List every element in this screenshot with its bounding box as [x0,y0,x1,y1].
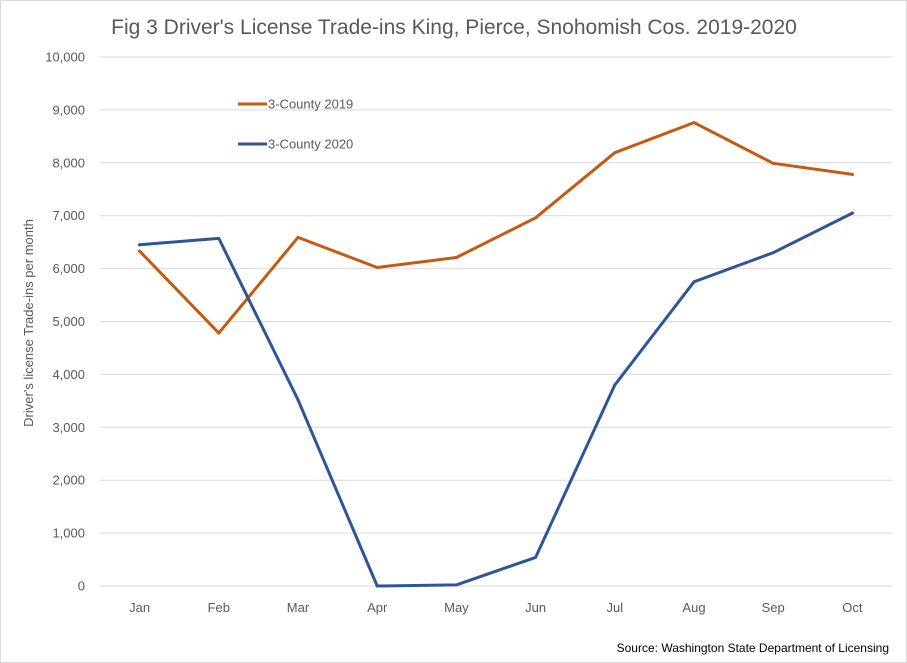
data-point [613,383,617,387]
x-tick-label: Feb [208,600,230,615]
source-note: Source: Washington State Department of L… [617,641,889,655]
series-line-0 [138,121,854,335]
x-tick-label: Jan [129,600,150,615]
y-tick-label: 1,000 [52,526,85,541]
x-tick-label: Oct [842,600,863,615]
data-point [692,121,696,125]
data-point [771,161,775,165]
y-axis-label: Driver's license Trade-ins per month [21,219,36,427]
x-tick-label: May [444,600,469,615]
data-point [850,211,854,215]
y-tick-label: 8,000 [52,155,85,170]
legend-label-1: 3-County 2020 [268,137,353,152]
data-point [613,151,617,155]
chart-title: Fig 3 Driver's License Trade-ins King, P… [111,16,797,39]
y-tick-label: 5,000 [52,314,85,329]
data-point [217,236,221,240]
y-tick-label: 3,000 [52,420,85,435]
data-point [534,216,538,220]
x-tick-label: Sep [762,600,785,615]
x-tick-label: Jun [525,600,546,615]
data-series [138,121,854,588]
data-point [296,398,300,402]
y-tick-label: 2,000 [52,473,85,488]
series-line-1 [138,211,854,588]
y-axis-ticks: 0 1,000 2,000 3,000 4,000 5,000 6,000 7,000 8,00… [45,50,85,594]
x-axis-ticks: Jan Feb Mar Apr May Jun Jul Aug Sep Oct [129,600,863,615]
data-point [138,249,142,253]
data-point [375,266,379,270]
x-tick-label: Mar [287,600,310,615]
x-tick-label: Jul [606,600,623,615]
y-tick-label: 4,000 [52,367,85,382]
data-point [771,251,775,255]
data-point [692,280,696,284]
data-point [217,331,221,335]
data-point [375,584,379,588]
x-tick-label: Aug [682,600,705,615]
data-point [454,255,458,259]
legend: 3-County 2019 3-County 2020 [238,97,353,152]
y-tick-label: 10,000 [45,50,85,65]
data-point [296,235,300,239]
data-point [850,172,854,176]
x-tick-label: Apr [367,600,388,615]
legend-label-0: 3-County 2019 [268,97,353,112]
data-point [534,555,538,559]
y-tick-label: 7,000 [52,208,85,223]
y-tick-label: 9,000 [52,102,85,117]
y-tick-label: 6,000 [52,261,85,276]
data-point [454,583,458,587]
data-point [138,243,142,247]
y-tick-label: 0 [78,579,85,594]
gridlines [100,56,892,587]
